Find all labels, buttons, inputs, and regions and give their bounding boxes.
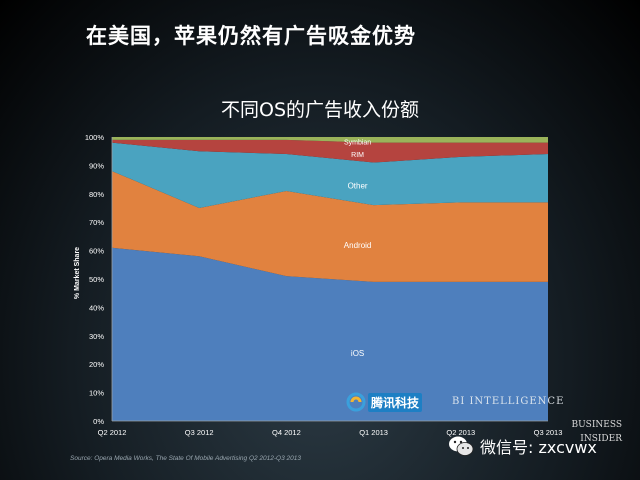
y-tick-label: 60%	[89, 247, 104, 256]
y-tick-label: 100%	[85, 133, 105, 142]
wechat-id: 微信号: zxcvwx	[480, 438, 597, 457]
x-tick-label: Q3 2013	[534, 428, 563, 437]
tencent-tech-watermark: 腾讯科技	[346, 392, 423, 412]
chart-title: 不同OS的广告收入份额	[220, 99, 420, 121]
series-label-other: Other	[348, 181, 368, 190]
y-tick-label: 0%	[93, 417, 104, 426]
bi-intelligence-watermark: BI INTELLIGENCE	[452, 396, 565, 407]
wechat-icon	[449, 436, 474, 456]
y-tick-label: 30%	[89, 332, 104, 341]
tencent-logo-icon	[346, 392, 366, 412]
y-axis-label: % Market Share	[74, 247, 81, 299]
x-tick-label: Q2 2013	[446, 428, 475, 437]
series-label-symbian: Symbian	[344, 139, 371, 146]
y-tick-label: 40%	[89, 303, 104, 312]
y-tick-label: 10%	[89, 389, 104, 398]
area-other	[112, 142, 548, 208]
series-label-android: Android	[344, 241, 372, 250]
area-symbian	[112, 137, 548, 143]
x-tick-label: Q1 2013	[359, 428, 388, 437]
tencent-watermark-text: 腾讯科技	[368, 392, 423, 412]
chart-series-labels: iOS Android Other RIM Symbian	[344, 139, 372, 358]
area-android	[112, 171, 548, 282]
source-note: Source: Opera Media Works, The State Of …	[70, 455, 301, 462]
business-insider-logo: BUSINESS INSIDER	[542, 418, 622, 446]
slide-headline: 在美国，苹果仍然有广告吸金优势	[86, 24, 416, 48]
chart-areas	[112, 137, 548, 421]
chart-axes: 0% 10% 20% 30% 40% 50% 60% 70% 80% 90% 100% Q2 2012…	[85, 133, 563, 437]
brand-line-1: BUSINESS	[571, 420, 622, 430]
x-tick-label: Q4 2012	[272, 428, 301, 437]
y-tick-label: 90%	[89, 161, 104, 170]
y-tick-label: 80%	[89, 190, 104, 199]
y-tick-label: 20%	[89, 360, 104, 369]
brand-line-2: INSIDER	[580, 434, 622, 444]
y-tick-label: 70%	[89, 218, 104, 227]
series-label-rim: RIM	[351, 152, 364, 159]
area-ios	[112, 247, 548, 421]
area-rim	[112, 139, 548, 163]
y-tick-label: 50%	[89, 275, 104, 284]
series-label-ios: iOS	[351, 349, 364, 358]
x-tick-label: Q2 2012	[98, 428, 127, 437]
x-tick-label: Q3 2012	[185, 428, 214, 437]
wechat-watermark: 微信号: zxcvwx	[448, 434, 597, 458]
